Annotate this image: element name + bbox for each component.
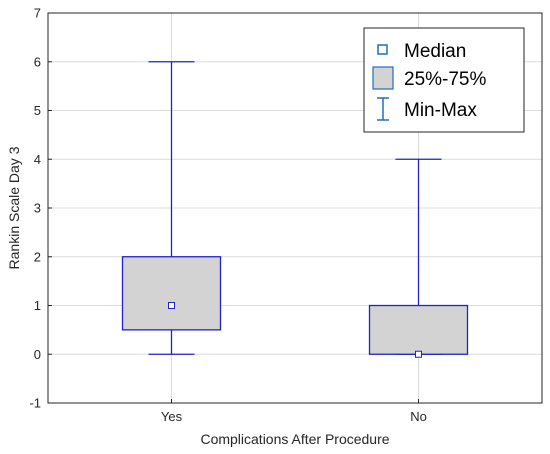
y-tick-label: 5 xyxy=(34,103,41,118)
y-tick-label: 6 xyxy=(34,54,41,69)
box-no xyxy=(368,158,469,358)
legend-median-label: Median xyxy=(404,41,466,62)
y-tick-label: 0 xyxy=(34,347,41,362)
legend: Median 25%-75% Min-Max xyxy=(363,27,525,133)
y-tick-label: 3 xyxy=(34,201,41,216)
y-tick-label: -1 xyxy=(29,396,41,411)
median-marker xyxy=(415,350,422,358)
x-axis-ticks: Yes No xyxy=(161,399,427,424)
median-marker xyxy=(168,302,175,309)
x-tick-label: Yes xyxy=(161,409,183,424)
iqr-box xyxy=(368,304,469,355)
legend-iqr-symbol xyxy=(372,66,394,90)
y-axis-ticks: -1 0 1 2 3 4 5 6 7 xyxy=(29,6,52,411)
x-tick-label: No xyxy=(410,409,427,424)
legend-iqr-label: 25%-75% xyxy=(404,69,486,90)
box-series xyxy=(121,61,469,358)
x-axis-label: Complications After Procedure xyxy=(200,431,389,447)
legend-box xyxy=(363,27,525,133)
y-tick-label: 7 xyxy=(34,6,41,21)
box-yes xyxy=(121,61,222,355)
y-tick-label: 4 xyxy=(34,152,41,167)
legend-minmax-label: Min-Max xyxy=(404,100,477,121)
iqr-box xyxy=(121,256,222,331)
legend-median-symbol xyxy=(377,44,388,55)
y-tick-label: 2 xyxy=(34,249,41,264)
legend-minmax-symbol xyxy=(377,97,389,121)
y-axis-label: Rankin Scale Day 3 xyxy=(6,146,22,269)
y-tick-label: 1 xyxy=(34,298,41,313)
